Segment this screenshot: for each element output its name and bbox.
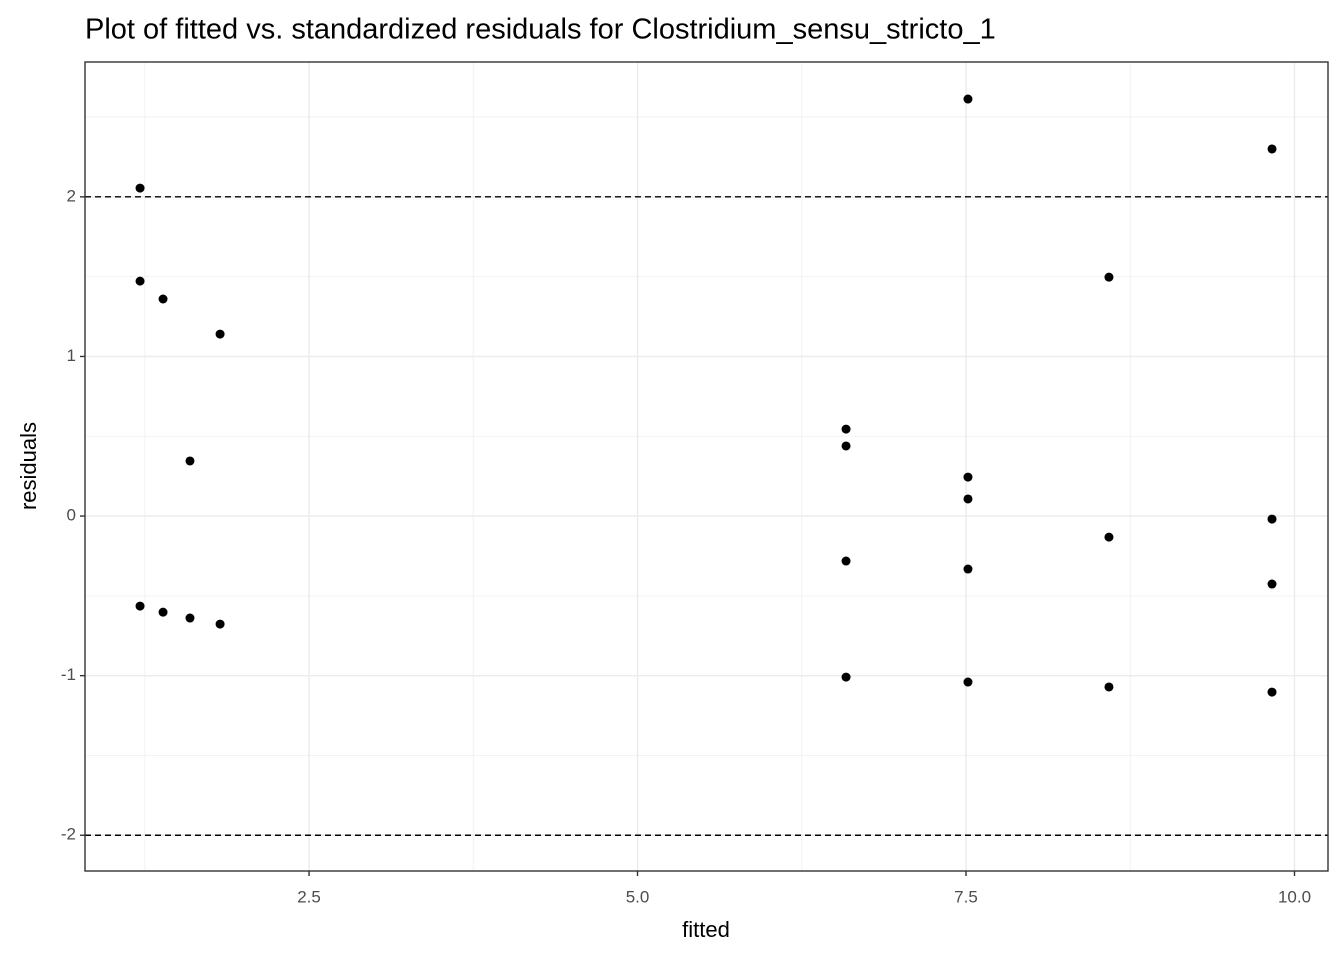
point — [215, 619, 225, 629]
x-tick-label: 10.0 — [1278, 887, 1311, 906]
y-tick-label: 0 — [67, 506, 76, 525]
point — [963, 94, 973, 104]
x-tick-label: 7.5 — [954, 887, 978, 906]
point — [963, 564, 973, 574]
point — [215, 329, 225, 339]
point — [135, 183, 145, 193]
x-axis-label: fitted — [682, 917, 730, 942]
point — [841, 441, 851, 451]
point — [1104, 532, 1114, 542]
chart-title: Plot of fitted vs. standardized residual… — [85, 14, 996, 46]
point — [1267, 144, 1277, 154]
y-tick-label: -1 — [61, 665, 76, 684]
point — [963, 472, 973, 482]
point — [185, 456, 195, 466]
x-tick-label: 5.0 — [626, 887, 650, 906]
point — [135, 276, 145, 286]
y-tick-label: 2 — [67, 186, 76, 205]
point — [135, 601, 145, 611]
point — [963, 677, 973, 687]
point — [158, 294, 168, 304]
point — [1104, 272, 1114, 282]
point — [1267, 579, 1277, 589]
point — [841, 424, 851, 434]
point — [1267, 687, 1277, 697]
point — [841, 672, 851, 682]
point — [1104, 682, 1114, 692]
point — [158, 607, 168, 617]
panel-border — [84, 61, 1329, 872]
point — [963, 494, 973, 504]
y-tick-label: 1 — [67, 346, 76, 365]
point — [185, 613, 195, 623]
y-axis-label: residuals — [16, 422, 41, 510]
point — [841, 556, 851, 566]
point — [1267, 514, 1277, 524]
x-tick-label: 2.5 — [297, 887, 321, 906]
y-tick-label: -2 — [61, 825, 76, 844]
